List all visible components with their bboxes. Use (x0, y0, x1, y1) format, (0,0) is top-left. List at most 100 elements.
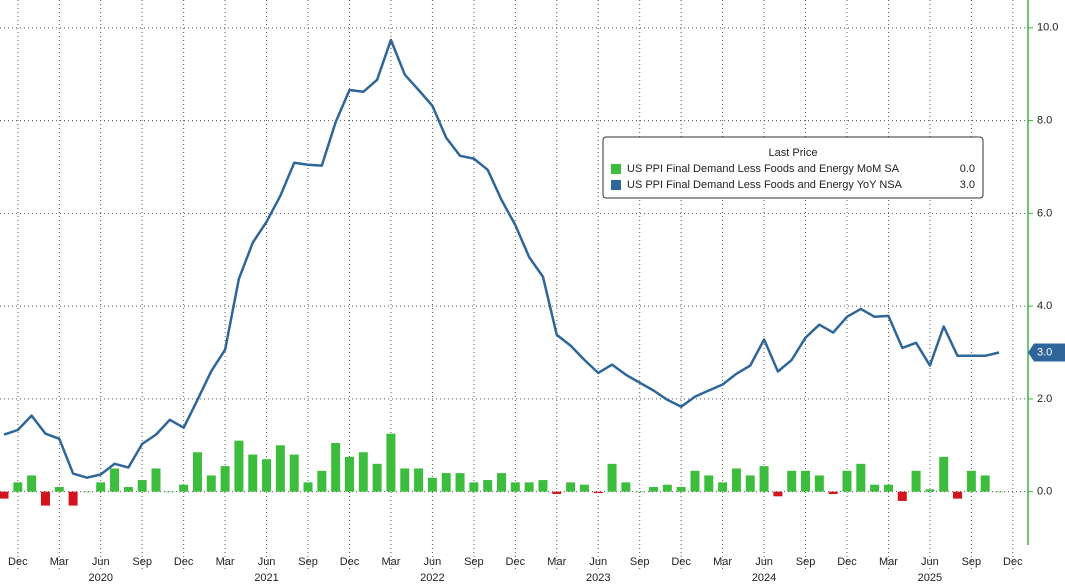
bar (386, 433, 396, 492)
bar (828, 491, 838, 494)
x-tick-label: Sep (298, 556, 318, 568)
bar (358, 452, 368, 492)
y-tick-label: 10.0 (1037, 22, 1058, 34)
bar (497, 473, 506, 492)
y-tick-label: 2.0 (1037, 393, 1052, 405)
bar (911, 470, 921, 492)
bar (82, 491, 92, 493)
bar (676, 487, 686, 492)
bar (248, 454, 258, 492)
bar (883, 484, 893, 492)
x-tick-label: Sep (796, 556, 816, 568)
bar (275, 445, 285, 492)
bar (966, 470, 976, 492)
bar (0, 491, 9, 499)
bar (787, 470, 797, 492)
bar (331, 442, 341, 492)
last-price-label: 3.0 (1037, 346, 1052, 358)
x-tick-label: Dec (174, 556, 194, 568)
bar (68, 491, 78, 506)
bar (994, 491, 1004, 493)
x-tick-label: Jun (921, 556, 939, 568)
year-label: 2025 (918, 572, 942, 584)
bar (842, 470, 852, 492)
bar (427, 477, 437, 492)
bar (649, 487, 659, 492)
bar (621, 482, 631, 492)
bar (110, 468, 120, 492)
x-tick-label: Mar (879, 556, 898, 568)
bar (234, 440, 244, 492)
bar (344, 456, 354, 492)
bar (151, 468, 161, 492)
plot-area (0, 38, 1004, 506)
bar (303, 482, 313, 492)
bar (137, 480, 147, 492)
x-tick-label: Sep (962, 556, 982, 568)
bar (731, 468, 741, 492)
x-tick-label: Mar (381, 556, 400, 568)
x-tick-label: Jun (755, 556, 773, 568)
x-tick-label: Jun (589, 556, 607, 568)
legend-label: US PPI Final Demand Less Foods and Energ… (627, 179, 903, 191)
legend-swatch (611, 164, 621, 174)
bar (372, 463, 382, 492)
bar (718, 482, 728, 492)
bar (745, 475, 755, 492)
x-tick-label: Sep (630, 556, 650, 568)
bar (662, 484, 672, 492)
line (3, 38, 1000, 479)
year-label: 2024 (752, 572, 776, 584)
bar (441, 473, 451, 492)
year-label: 2023 (586, 572, 610, 584)
bar (27, 475, 37, 492)
x-tick-label: Sep (464, 556, 484, 568)
bar (773, 491, 783, 497)
bar (579, 484, 589, 492)
bar (414, 468, 424, 492)
bar (317, 470, 327, 492)
bar (801, 470, 811, 492)
legend: Last Price US PPI Final Demand Less Food… (602, 136, 984, 199)
bar (524, 482, 534, 492)
x-tick-label: Dec (1003, 556, 1023, 568)
year-label: 2020 (88, 572, 112, 584)
bar (13, 482, 23, 492)
x-tick-label: Sep (132, 556, 152, 568)
bar (856, 463, 866, 492)
bar (510, 482, 520, 492)
year-label: 2022 (420, 572, 444, 584)
bar (939, 456, 949, 492)
x-tick-label: Dec (506, 556, 526, 568)
x-tick-label: Jun (92, 556, 110, 568)
bar (704, 475, 714, 492)
x-tick-label: Dec (671, 556, 691, 568)
x-tick-label: Mar (216, 556, 235, 568)
axis: 0.0 2.0 4.0 6.0 8.0 10.0 Dec Mar Jun Sep Dec Mar Jun… (8, 0, 1065, 584)
bar (220, 466, 230, 492)
bar (870, 484, 880, 492)
x-tick-label: Mar (713, 556, 732, 568)
bar (165, 491, 175, 493)
bar (552, 491, 562, 494)
y-tick-label: 4.0 (1037, 300, 1052, 312)
x-tick-label: Jun (258, 556, 276, 568)
bar (40, 491, 50, 506)
legend-value: 0.0 (960, 163, 975, 175)
bar (262, 459, 272, 492)
bar (206, 475, 216, 492)
bar (925, 489, 935, 492)
bar (980, 475, 990, 492)
bar (54, 487, 64, 492)
y-tick-label: 8.0 (1037, 115, 1052, 127)
legend-title: Last Price (769, 147, 818, 159)
legend-swatch (611, 180, 621, 190)
bar (483, 480, 493, 492)
y-tick-label: 0.0 (1037, 486, 1052, 498)
grid (0, 0, 1028, 570)
bar (759, 466, 769, 492)
bar (123, 487, 133, 492)
legend-label: US PPI Final Demand Less Foods and Energ… (627, 163, 900, 175)
bar (635, 491, 645, 493)
